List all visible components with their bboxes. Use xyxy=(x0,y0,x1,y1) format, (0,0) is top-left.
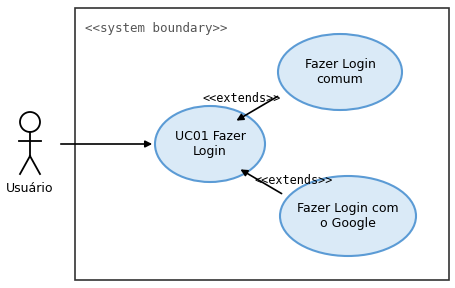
Text: Fazer Login
comum: Fazer Login comum xyxy=(304,58,374,86)
Text: <<extends>>: <<extends>> xyxy=(202,92,281,105)
Text: Usuário: Usuário xyxy=(6,182,54,195)
Text: <<extends>>: <<extends>> xyxy=(254,173,333,187)
Ellipse shape xyxy=(279,176,415,256)
Bar xyxy=(75,8,448,280)
Text: UC01 Fazer
Login: UC01 Fazer Login xyxy=(174,130,245,158)
Ellipse shape xyxy=(278,34,401,110)
Text: <<system boundary>>: <<system boundary>> xyxy=(85,22,227,35)
Text: Fazer Login com
o Google: Fazer Login com o Google xyxy=(297,202,398,230)
Ellipse shape xyxy=(155,106,264,182)
